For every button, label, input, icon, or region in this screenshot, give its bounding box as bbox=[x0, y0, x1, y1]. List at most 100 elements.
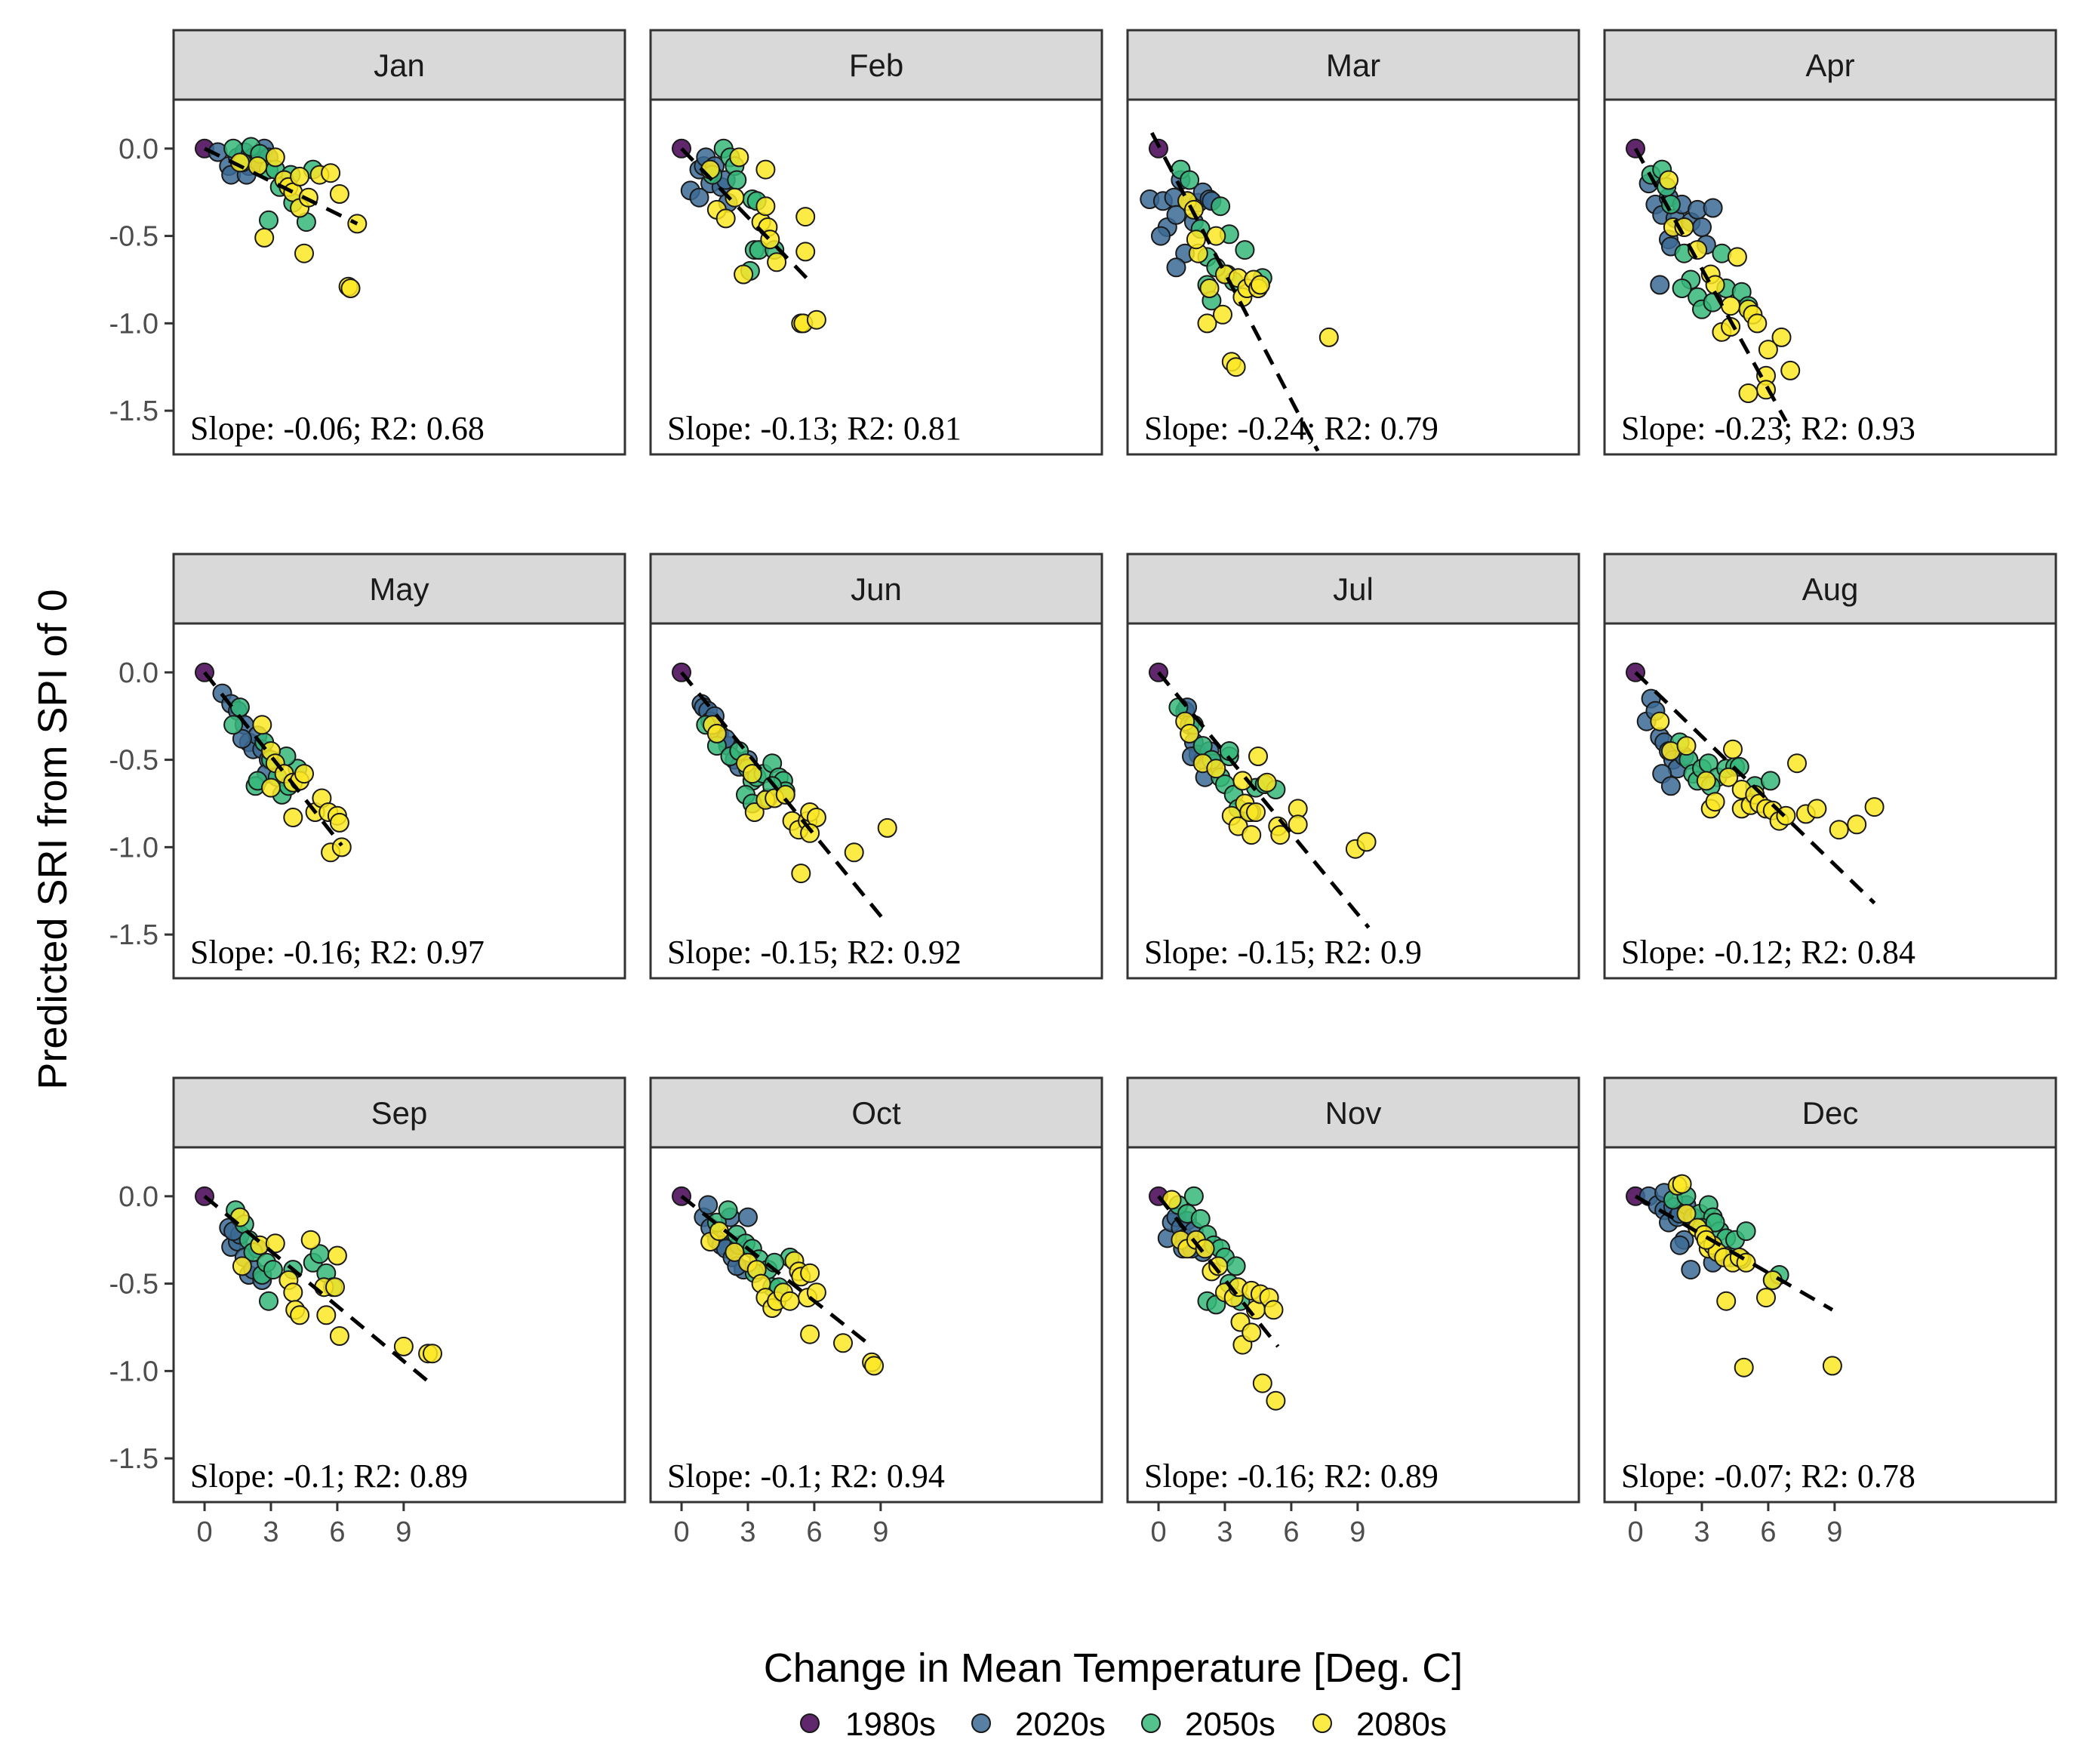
point-2080s bbox=[1864, 797, 1885, 817]
point-2080s bbox=[729, 147, 749, 168]
point-1980s bbox=[1149, 138, 1168, 159]
point-2080s bbox=[1232, 771, 1253, 791]
point-2080s bbox=[1847, 814, 1867, 835]
panel-strip-jan bbox=[172, 29, 626, 101]
point-2080s bbox=[791, 864, 811, 884]
y-tick-label: 0.0 bbox=[118, 134, 158, 165]
point-2080s bbox=[1208, 1256, 1229, 1276]
point-2020s bbox=[1692, 217, 1712, 237]
panel-oct: Oct Slope: -0.1; R2: 0.94 0 3 6 9 bbox=[649, 1076, 1103, 1548]
point-2080s bbox=[864, 1356, 885, 1376]
annotation-aug: Slope: -0.12; R2: 0.84 bbox=[1621, 934, 1915, 971]
legend-swatch-1980s bbox=[800, 1713, 820, 1733]
panel-strip-aug bbox=[1603, 553, 2057, 625]
point-2080s bbox=[775, 784, 795, 805]
point-2080s bbox=[742, 764, 762, 784]
x-tick-label: 0 bbox=[673, 1516, 689, 1548]
point-2050s bbox=[1211, 196, 1231, 217]
point-2050s bbox=[1235, 240, 1255, 260]
point-2080s bbox=[393, 1336, 414, 1356]
annotation-sep: Slope: -0.1; R2: 0.89 bbox=[190, 1458, 468, 1495]
point-2080s bbox=[1659, 170, 1678, 190]
point-2050s bbox=[727, 170, 747, 190]
panel-title-jun: Jun bbox=[851, 571, 902, 607]
point-2080s bbox=[734, 264, 754, 285]
point-2020s bbox=[1681, 1260, 1701, 1280]
y-tick-label: 0.0 bbox=[118, 1181, 158, 1213]
y-tick-label: -1.5 bbox=[109, 1443, 158, 1475]
point-2050s bbox=[1180, 170, 1200, 190]
point-2080s bbox=[1263, 1300, 1284, 1320]
point-2050s bbox=[1760, 771, 1780, 791]
panel-plot-area-apr bbox=[1603, 98, 2057, 456]
point-2080s bbox=[248, 156, 268, 176]
point-2080s bbox=[1721, 296, 1741, 316]
point-2080s bbox=[755, 196, 776, 217]
point-2080s bbox=[1758, 340, 1778, 360]
point-2050s bbox=[1672, 279, 1692, 298]
point-2080s bbox=[725, 187, 745, 208]
annotation-apr: Slope: -0.23; R2: 0.93 bbox=[1621, 410, 1915, 447]
point-2080s bbox=[1676, 1204, 1697, 1224]
point-2080s bbox=[1676, 736, 1697, 756]
x-tick-label: 0 bbox=[1627, 1516, 1643, 1548]
point-2080s bbox=[1246, 802, 1266, 822]
point-2080s bbox=[1747, 313, 1768, 334]
panel-plot-area-jul bbox=[1126, 622, 1580, 980]
point-2080s bbox=[290, 1305, 310, 1325]
point-2080s bbox=[265, 147, 285, 168]
point-2080s bbox=[1738, 383, 1758, 403]
point-2080s bbox=[340, 279, 361, 298]
y-tick-label: -1.0 bbox=[109, 308, 158, 340]
point-2080s bbox=[294, 764, 314, 784]
panel-marks-may bbox=[195, 662, 352, 863]
panel-plot-area-aug bbox=[1603, 622, 2057, 980]
point-2080s bbox=[795, 207, 816, 227]
panel-marks-feb bbox=[672, 138, 826, 334]
point-2080s bbox=[706, 723, 727, 743]
panel-plot-area-jun bbox=[649, 622, 1103, 980]
panel-jan: Jan Slope: -0.06; R2: 0.68 0.0 -0.5 -1.0 -1.5 bbox=[109, 29, 626, 456]
panel-strip-jul bbox=[1126, 553, 1580, 625]
point-2050s bbox=[1705, 1212, 1725, 1233]
point-2080s bbox=[1696, 771, 1716, 791]
point-2080s bbox=[325, 1277, 345, 1298]
point-2080s bbox=[1723, 739, 1743, 759]
y-tick-label: -1.5 bbox=[109, 396, 158, 427]
point-2050s bbox=[1736, 1221, 1756, 1242]
panel-title-aug: Aug bbox=[1802, 571, 1859, 607]
point-2020s bbox=[689, 187, 709, 208]
point-2080s bbox=[1270, 825, 1291, 845]
y-tick-label: -0.5 bbox=[109, 1269, 158, 1301]
legend-item-2050s: 2050s bbox=[1141, 1706, 1275, 1743]
point-2080s bbox=[331, 837, 352, 857]
point-2080s bbox=[1356, 832, 1377, 852]
point-2080s bbox=[1242, 825, 1262, 845]
point-2080s bbox=[254, 227, 275, 248]
x-tick-label: 3 bbox=[1217, 1516, 1232, 1548]
panel-title-jul: Jul bbox=[1333, 571, 1374, 607]
point-2050s bbox=[718, 1200, 738, 1221]
point-2020s bbox=[1166, 257, 1186, 278]
point-2080s bbox=[232, 1256, 252, 1276]
y-tick-label: -1.0 bbox=[109, 832, 158, 864]
annotation-jan: Slope: -0.06; R2: 0.68 bbox=[190, 410, 485, 447]
point-2020s bbox=[738, 1207, 758, 1227]
point-2080s bbox=[800, 1263, 820, 1283]
y-tick-label: -1.0 bbox=[109, 1356, 158, 1387]
y-tick-label: -0.5 bbox=[109, 745, 158, 777]
panel-title-dec: Dec bbox=[1802, 1095, 1859, 1131]
point-2080s bbox=[1186, 229, 1206, 250]
panel-plot-area-may bbox=[172, 622, 626, 980]
fit-line-apr bbox=[1633, 147, 1788, 423]
y-tick-label: -0.5 bbox=[109, 221, 158, 253]
point-2080s bbox=[1756, 1288, 1776, 1308]
point-2080s bbox=[321, 163, 341, 183]
legend-swatch-2020s bbox=[971, 1713, 991, 1733]
point-2080s bbox=[294, 243, 314, 263]
point-2080s bbox=[1771, 327, 1792, 347]
point-2080s bbox=[744, 802, 765, 822]
point-2080s bbox=[1822, 1356, 1842, 1376]
point-2080s bbox=[1197, 313, 1217, 334]
point-2050s bbox=[1183, 1186, 1204, 1206]
